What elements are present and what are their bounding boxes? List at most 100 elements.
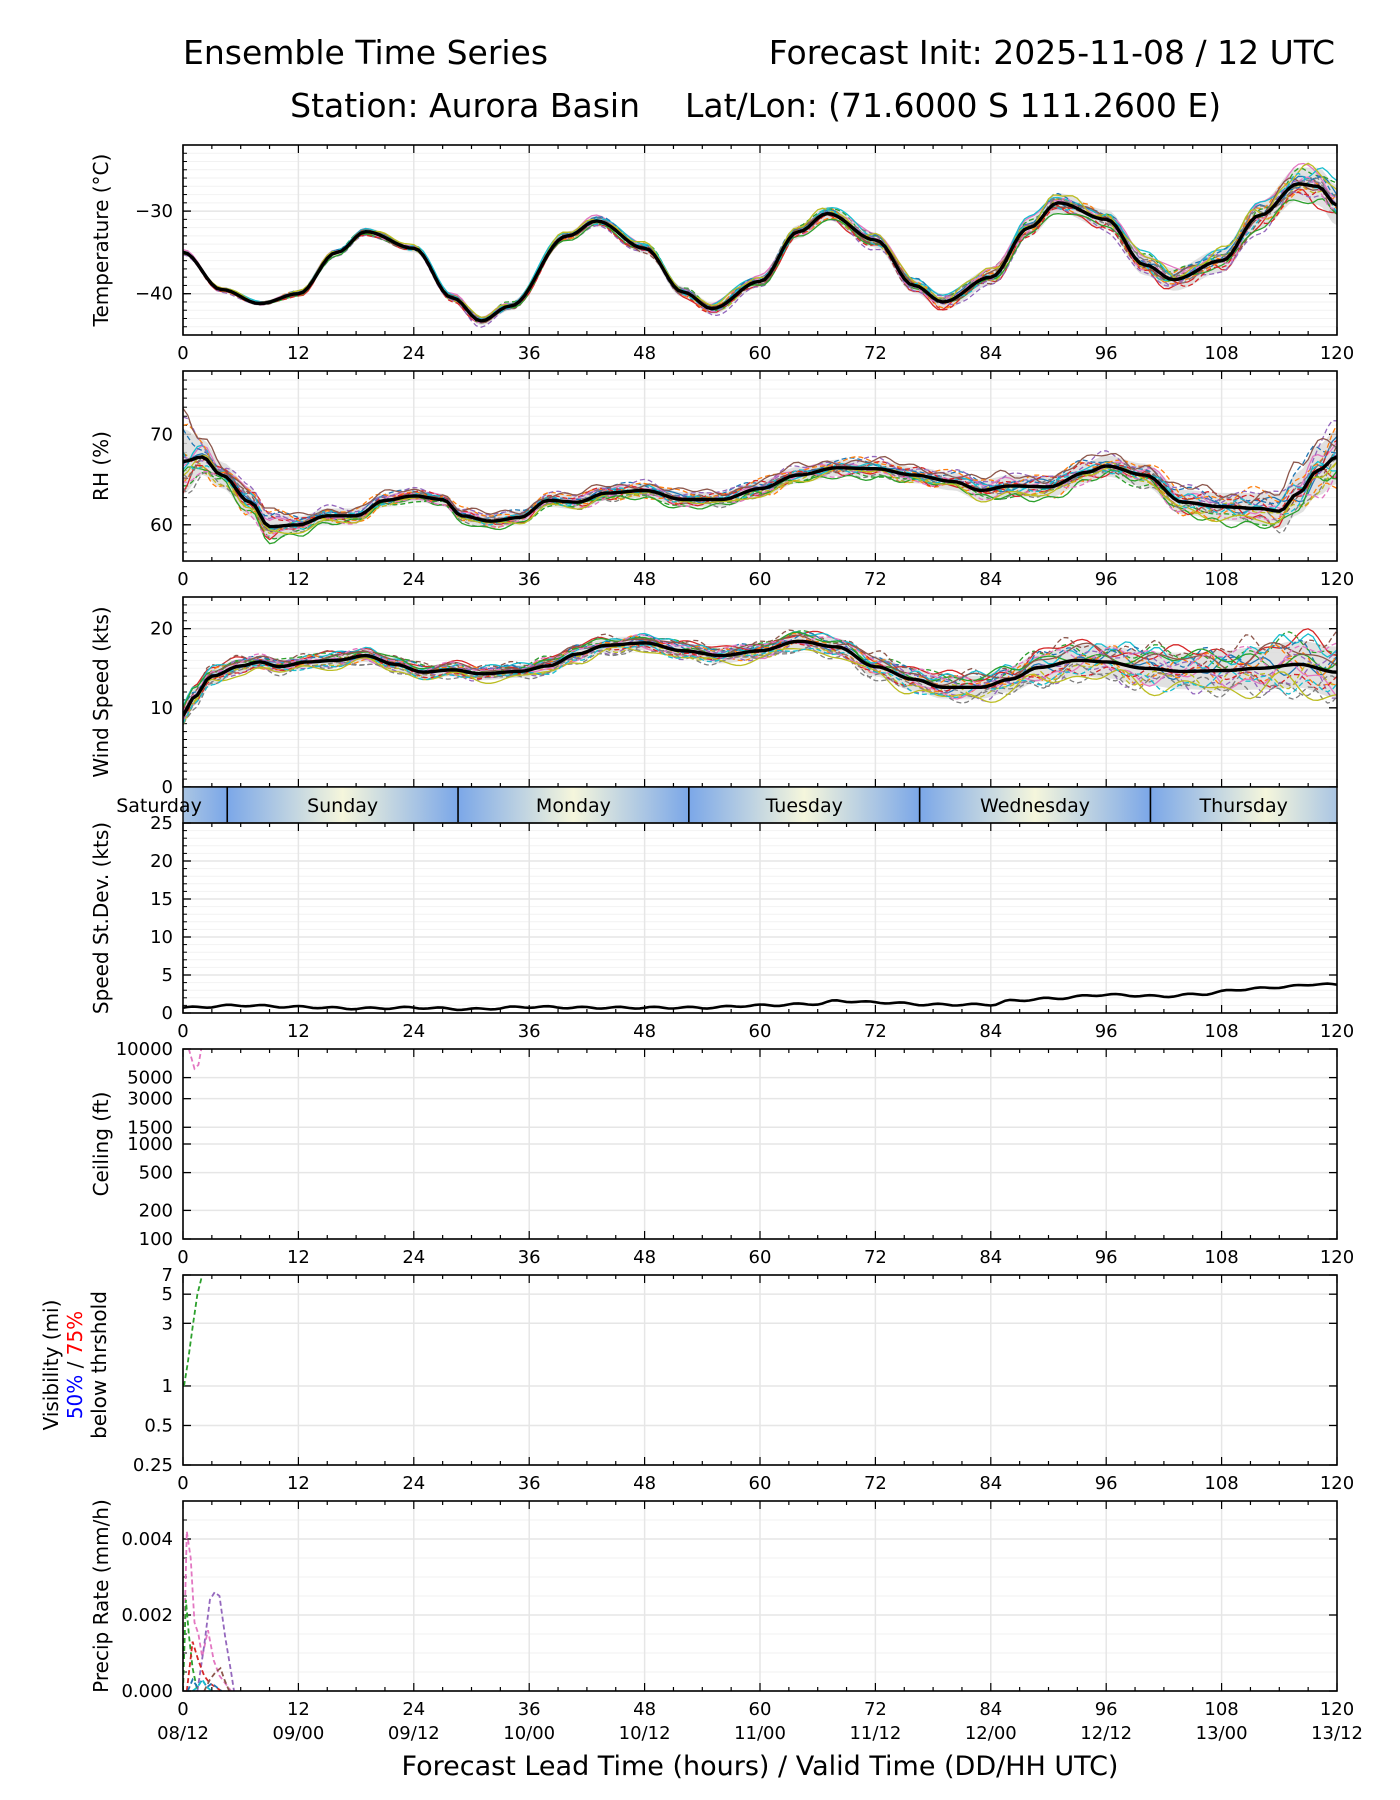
precip_rate-member-green-trace	[183, 1599, 199, 1691]
valid-time-tick-label: 13/12	[1311, 1723, 1363, 1744]
ceiling-ytick-label: 500	[139, 1163, 173, 1184]
visibility-p75-label: 75%	[63, 1311, 87, 1355]
speed_stdev-xtick-label: 60	[749, 1021, 772, 1042]
visibility-ylabel-line3: below thrshold	[87, 1291, 111, 1439]
rh-xtick-label: 0	[177, 569, 188, 590]
speed_stdev-xtick-label: 96	[1095, 1021, 1118, 1042]
daybar-segments	[183, 787, 1337, 823]
speed_stdev-ytick-label: 15	[150, 889, 173, 910]
visibility-ytick-label: 5	[162, 1284, 173, 1305]
ceiling-xtick-label: 60	[749, 1247, 772, 1268]
rh-xtick-label: 24	[402, 569, 425, 590]
temperature-xtick-label: 24	[402, 343, 425, 364]
day-label-sunday: Sunday	[307, 795, 378, 817]
rh-xtick-label: 96	[1095, 569, 1118, 590]
wind_speed-member-line	[183, 630, 1337, 708]
speed_stdev-frame	[182, 822, 1338, 1014]
precip_rate-ytick-label: 0.002	[121, 1605, 173, 1626]
precip_rate-xtick-label: 72	[864, 1699, 887, 1720]
wind_speed-ytick-label: 0	[162, 777, 173, 798]
valid-time-tick-label: 10/12	[619, 1723, 671, 1744]
ceiling-xtick-label: 48	[633, 1247, 656, 1268]
valid-time-tick-label: 09/12	[388, 1723, 440, 1744]
visibility-ylabel: Visibility (mi) 50% / 75% below thrshold	[39, 1291, 111, 1439]
precip_rate-data	[183, 1531, 235, 1691]
valid-time-tick-label: 11/00	[734, 1723, 786, 1744]
ceiling-xtick-label: 24	[402, 1247, 425, 1268]
rh-ytick-label: 70	[150, 424, 173, 445]
wind_speed-mean-line	[183, 639, 1337, 717]
visibility-slash-label: /	[63, 1355, 87, 1374]
day-segment	[458, 787, 689, 823]
rh-data	[183, 408, 1337, 545]
temperature-xtick-label: 120	[1320, 343, 1354, 364]
ceiling-ytick-label: 3000	[127, 1089, 173, 1110]
wind_speed-member-line	[183, 646, 1337, 725]
visibility-xtick-label: 24	[402, 1473, 425, 1494]
valid-time-tick-label: 13/00	[1196, 1723, 1248, 1744]
temperature-frame	[182, 144, 1338, 336]
temperature-xtick-label: 60	[749, 343, 772, 364]
visibility-xtick-label: 48	[633, 1473, 656, 1494]
precip_rate-member-cyan-trace	[192, 1677, 213, 1691]
wind_speed-ylabel: Wind Speed (kts)	[89, 606, 113, 777]
rh-xtick-label: 12	[287, 569, 310, 590]
precip_rate-member-purple-trace	[196, 1590, 235, 1691]
ceiling-xtick-label: 0	[177, 1247, 188, 1268]
temperature-member-line	[183, 162, 1337, 318]
precip_rate-ytick-label: 0.000	[121, 1681, 173, 1702]
title-right: Forecast Init: 2025-11-08 / 12 UTC	[769, 33, 1335, 72]
valid-time-tick-label: 10/00	[503, 1723, 555, 1744]
ceiling-xtick-label: 108	[1204, 1247, 1238, 1268]
precip_rate-xtick-label: 36	[518, 1699, 541, 1720]
rh-xtick-label: 48	[633, 569, 656, 590]
day-label-wednesday: Wednesday	[980, 795, 1090, 817]
visibility-ytick-label: 3	[162, 1313, 173, 1334]
day-bar: Saturday Sunday Monday Tuesday Wednesday Thur…	[116, 786, 1338, 824]
rh-member-line	[183, 423, 1337, 523]
ceiling-data	[187, 1049, 203, 1071]
ceiling-frame	[182, 1048, 1338, 1240]
visibility-ylabel-line2: 50% / 75%	[63, 1311, 87, 1419]
visibility-data	[183, 1275, 204, 1387]
speed_stdev-stdev-line	[183, 982, 1337, 1012]
temperature-member-line	[183, 191, 1337, 328]
ceiling-xtick-label: 72	[864, 1247, 887, 1268]
ceiling-xtick-label: 36	[518, 1247, 541, 1268]
ceiling-xtick-label: 96	[1095, 1247, 1118, 1268]
visibility-ylabel-line1: Visibility (mi)	[39, 1300, 63, 1431]
rh-ylabel: RH (%)	[89, 431, 113, 501]
precip-rate-panel: 0.000 0.002 0.004 0 12 24 36 48 60 72 84 96 108 120 08…	[89, 1499, 1363, 1744]
day-segment	[688, 787, 920, 823]
valid-time-tick-label: 09/00	[272, 1723, 324, 1744]
valid-time-tick-label: 08/12	[157, 1723, 209, 1744]
rh-mean-line	[183, 455, 1337, 529]
rh-member-line	[183, 408, 1337, 516]
day-label-tuesday: Tuesday	[765, 795, 843, 817]
visibility-member-green-trace	[183, 1275, 204, 1387]
visibility-xtick-label: 0	[177, 1473, 188, 1494]
precip_rate-ytick-label: 0.004	[121, 1529, 173, 1550]
speed_stdev-ytick-label: 5	[162, 965, 173, 986]
visibility-xtick-label: 12	[287, 1473, 310, 1494]
temperature-xtick-label: 12	[287, 343, 310, 364]
precip_rate-xtick-label: 48	[633, 1699, 656, 1720]
ceiling-ytick-label: 200	[139, 1200, 173, 1221]
rh-xtick-label: 60	[749, 569, 772, 590]
precip_rate-xtick-label: 60	[749, 1699, 772, 1720]
rh-xtick-label: 72	[864, 569, 887, 590]
ceiling-ytick-label: 100	[139, 1229, 173, 1250]
speed_stdev-xtick-label: 72	[864, 1021, 887, 1042]
temperature-data	[183, 162, 1337, 328]
ceiling-ytick-label: 1000	[127, 1134, 173, 1155]
rh-member-line	[183, 466, 1337, 540]
wind_speed-ytick-label: 20	[150, 619, 173, 640]
visibility-ytick-label: 7	[162, 1265, 173, 1286]
temperature-xtick-label: 72	[864, 343, 887, 364]
ceiling-xtick-label: 84	[979, 1247, 1002, 1268]
temperature-xtick-label: 96	[1095, 343, 1118, 364]
latlon-label: Lat/Lon: (71.6000 S 111.2600 E)	[685, 86, 1221, 125]
precip_rate-xtick-label: 0	[177, 1699, 188, 1720]
visibility-ytick-label: 0.5	[144, 1415, 173, 1436]
